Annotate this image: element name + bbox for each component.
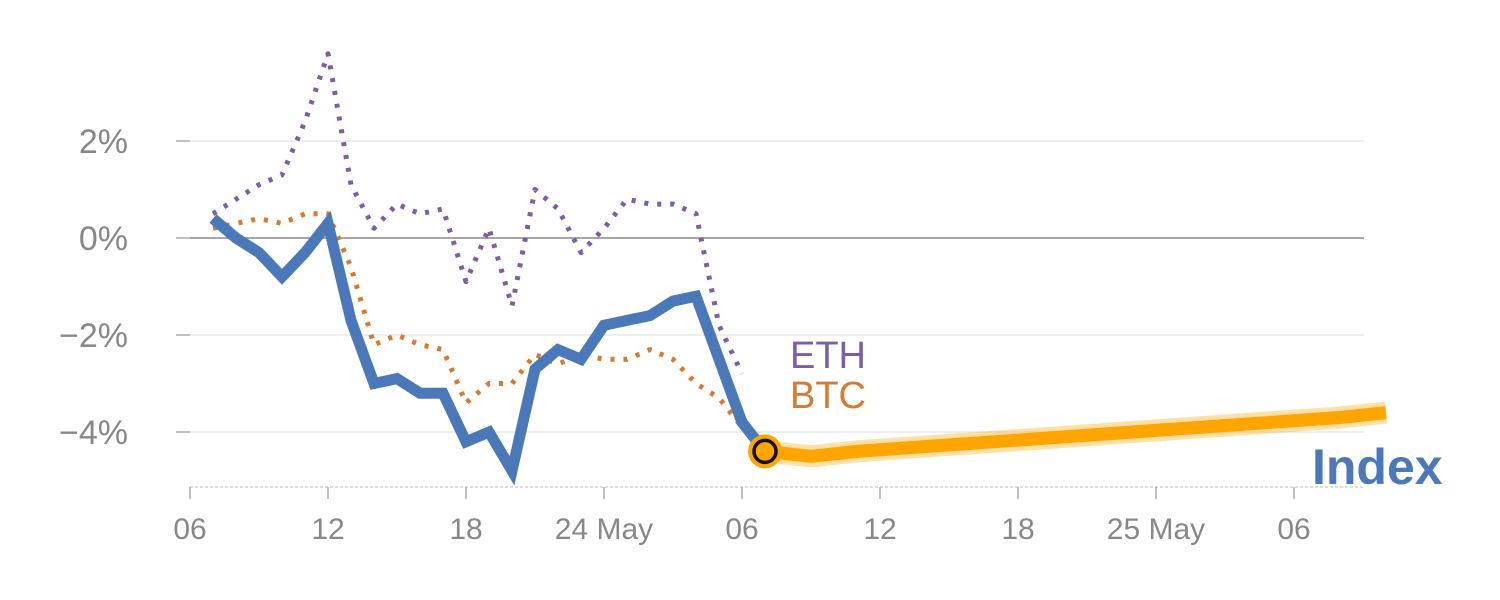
x-tick-label: 12	[311, 513, 344, 546]
series-layer	[209, 51, 1388, 486]
x-tick-label: 06	[1277, 513, 1310, 546]
y-tick-label: −2%	[59, 317, 128, 355]
series-label-eth: ETH	[790, 335, 866, 377]
grid-layer	[190, 140, 1364, 433]
x-tick-label: 12	[863, 513, 896, 546]
label-layer: ETH BTC Index	[790, 335, 1443, 495]
x-tick-label: 06	[725, 513, 758, 546]
x-tick-label: 25 May	[1107, 513, 1205, 546]
y-tick-label: −4%	[59, 414, 128, 452]
series-label-btc: BTC	[790, 375, 866, 417]
series-label-index: Index	[1312, 439, 1443, 495]
series-line-btc	[212, 211, 744, 429]
y-tick-label: 2%	[79, 123, 128, 161]
junction-marker	[752, 438, 778, 465]
series-line-index	[209, 211, 770, 486]
x-tick-label: 18	[1001, 513, 1034, 546]
axis-layer: 2% 0% −2% −4% 06 12 18 24 May 06 12 18 25 May 06	[59, 123, 1364, 546]
y-tick-label: 0%	[79, 220, 128, 258]
x-tick-label: 24 May	[555, 513, 653, 546]
marker-layer	[748, 434, 782, 469]
x-tick-label: 06	[173, 513, 206, 546]
series-line-index-forecast	[764, 406, 1387, 463]
x-tick-label: 18	[449, 513, 482, 546]
series-line-eth	[211, 51, 745, 375]
